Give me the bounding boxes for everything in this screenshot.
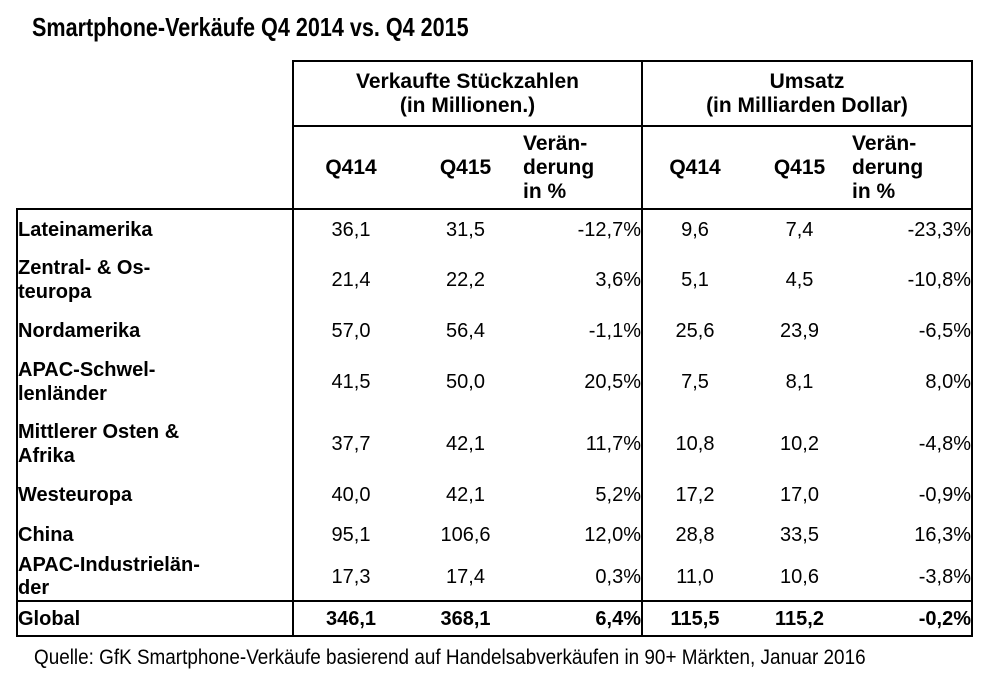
chart-title: Smartphone-Verkäufe Q4 2014 vs. Q4 2015	[32, 12, 469, 42]
corner-spacer	[17, 61, 293, 126]
units-q415-cell: 42,1	[446, 433, 485, 455]
units-q414-cell: 17,3	[292, 554, 408, 601]
table-row: APAC-Industrielän- der 17,3 17,4 0,3% 11…	[16, 554, 973, 601]
units-q415-cell: 50,0	[446, 371, 485, 393]
revenue-q415-cell: 23,9	[780, 320, 819, 342]
units-change-cell: -1,1%	[588, 320, 641, 342]
source-note: Quelle: GfK Smartphone-Verkäufe basieren…	[34, 646, 866, 669]
revenue-change-cell: -23,3%	[852, 209, 973, 249]
row-label: Nordamerika	[16, 311, 293, 351]
units-q414-cell: 346,1	[292, 600, 408, 637]
row-label: Mittlerer Osten & Afrika	[16, 413, 293, 475]
revenue-q414-cell: 10,8	[641, 413, 747, 475]
units-q415-cell: 368,1	[408, 600, 523, 637]
units-change-cell: 0,3%	[595, 566, 641, 588]
column-header-row: Q414 Q415 Verän- derung in % Q414 Q415 V…	[17, 126, 973, 210]
table-row: APAC-Schwel- lenländer 41,5 50,0 20,5% 7…	[16, 351, 973, 413]
table-row: China 95,1 106,6 12,0% 28,8 33,5 16,3%	[16, 515, 973, 554]
units-change-cell: 11,7%	[585, 433, 641, 455]
table-row: Lateinamerika 36,1 31,5 -12,7% 9,6 7,4 -…	[16, 209, 973, 249]
units-q415-cell: 106,6	[440, 523, 491, 546]
row-label: APAC-Industrielän- der	[16, 554, 293, 601]
revenue-change-cell: -0,9%	[852, 475, 973, 515]
revenue-q414-cell: 5,1	[641, 249, 747, 311]
col-header-revenue-q414: Q414	[641, 126, 747, 210]
units-q415-cell: 17,4	[446, 566, 485, 588]
revenue-change-cell: -0,2%	[852, 600, 973, 637]
row-label: APAC-Schwel- lenländer	[16, 351, 293, 413]
group-header-units: Verkaufte Stückzahlen (in Millionen.)	[292, 60, 643, 127]
revenue-q414-cell: 17,2	[641, 475, 747, 515]
units-q415-cell: 31,5	[446, 218, 485, 241]
data-table: Verkaufte Stückzahlen (in Millionen.) Um…	[16, 60, 973, 637]
col-header-units-q415: Q415	[408, 126, 523, 210]
revenue-q414-cell: 25,6	[641, 311, 747, 351]
table-row-global: Global 346,1 368,1 6,4% 115,5 115,2 -0,2…	[16, 600, 973, 637]
group-header-revenue: Umsatz (in Milliarden Dollar)	[641, 60, 973, 127]
revenue-change-cell: 16,3%	[852, 515, 973, 554]
revenue-q415-cell: 8,1	[785, 371, 814, 393]
revenue-q415-cell: 7,4	[785, 218, 814, 241]
group-header-row: Verkaufte Stückzahlen (in Millionen.) Um…	[17, 60, 973, 127]
units-q414-cell: 95,1	[292, 515, 408, 554]
table-row: Zentral- & Os- teuropa 21,4 22,2 3,6% 5,…	[16, 249, 973, 311]
row-label: Zentral- & Os- teuropa	[16, 249, 293, 311]
col-header-units-q414: Q414	[292, 126, 408, 210]
revenue-q414-cell: 9,6	[641, 209, 747, 249]
revenue-q414-cell: 28,8	[641, 515, 747, 554]
units-q414-cell: 37,7	[292, 413, 408, 475]
revenue-q415-cell: 115,2	[747, 600, 852, 637]
units-q414-cell: 36,1	[292, 209, 408, 249]
row-label: Lateinamerika	[16, 209, 293, 249]
row-label: Westeuropa	[16, 475, 293, 515]
col-header-revenue-q415: Q415	[747, 126, 852, 210]
revenue-q414-cell: 115,5	[641, 600, 747, 637]
table-row: Nordamerika 57,0 56,4 -1,1% 25,6 23,9 -6…	[16, 311, 973, 351]
units-change-cell: -12,7%	[577, 218, 641, 241]
revenue-q415-cell: 33,5	[780, 523, 819, 546]
units-change-cell: 3,6%	[595, 269, 641, 291]
table-row: Mittlerer Osten & Afrika 37,7 42,1 11,7%…	[16, 413, 973, 475]
col-header-units-change: Verän- derung in %	[523, 126, 642, 210]
revenue-change-cell: -3,8%	[852, 554, 973, 601]
row-label: China	[16, 515, 293, 554]
units-q414-cell: 21,4	[292, 249, 408, 311]
units-q415-cell: 22,2	[446, 269, 485, 291]
units-change-cell: 12,0%	[584, 523, 641, 546]
revenue-change-cell: 8,0%	[852, 351, 973, 413]
revenue-q415-cell: 4,5	[785, 269, 814, 291]
units-change-cell: 6,4%	[523, 600, 642, 637]
units-change-cell: 5,2%	[595, 484, 641, 506]
col-header-revenue-change: Verän- derung in %	[852, 126, 973, 210]
corner-spacer	[17, 126, 293, 210]
units-change-cell: 20,5%	[584, 371, 641, 393]
revenue-change-cell: -4,8%	[852, 413, 973, 475]
revenue-q415-cell: 17,0	[780, 484, 819, 506]
units-q414-cell: 40,0	[292, 475, 408, 515]
revenue-change-cell: -10,8%	[852, 249, 973, 311]
units-q415-cell: 42,1	[446, 484, 485, 506]
table-row: Westeuropa 40,0 42,1 5,2% 17,2 17,0 -0,9…	[16, 475, 973, 515]
units-q414-cell: 57,0	[292, 311, 408, 351]
row-label: Global	[16, 600, 293, 637]
revenue-q414-cell: 7,5	[641, 351, 747, 413]
revenue-change-cell: -6,5%	[852, 311, 973, 351]
revenue-q415-cell: 10,6	[780, 566, 819, 588]
revenue-q415-cell: 10,2	[780, 433, 819, 455]
units-q415-cell: 56,4	[446, 320, 485, 342]
units-q414-cell: 41,5	[292, 351, 408, 413]
revenue-q414-cell: 11,0	[641, 554, 747, 601]
